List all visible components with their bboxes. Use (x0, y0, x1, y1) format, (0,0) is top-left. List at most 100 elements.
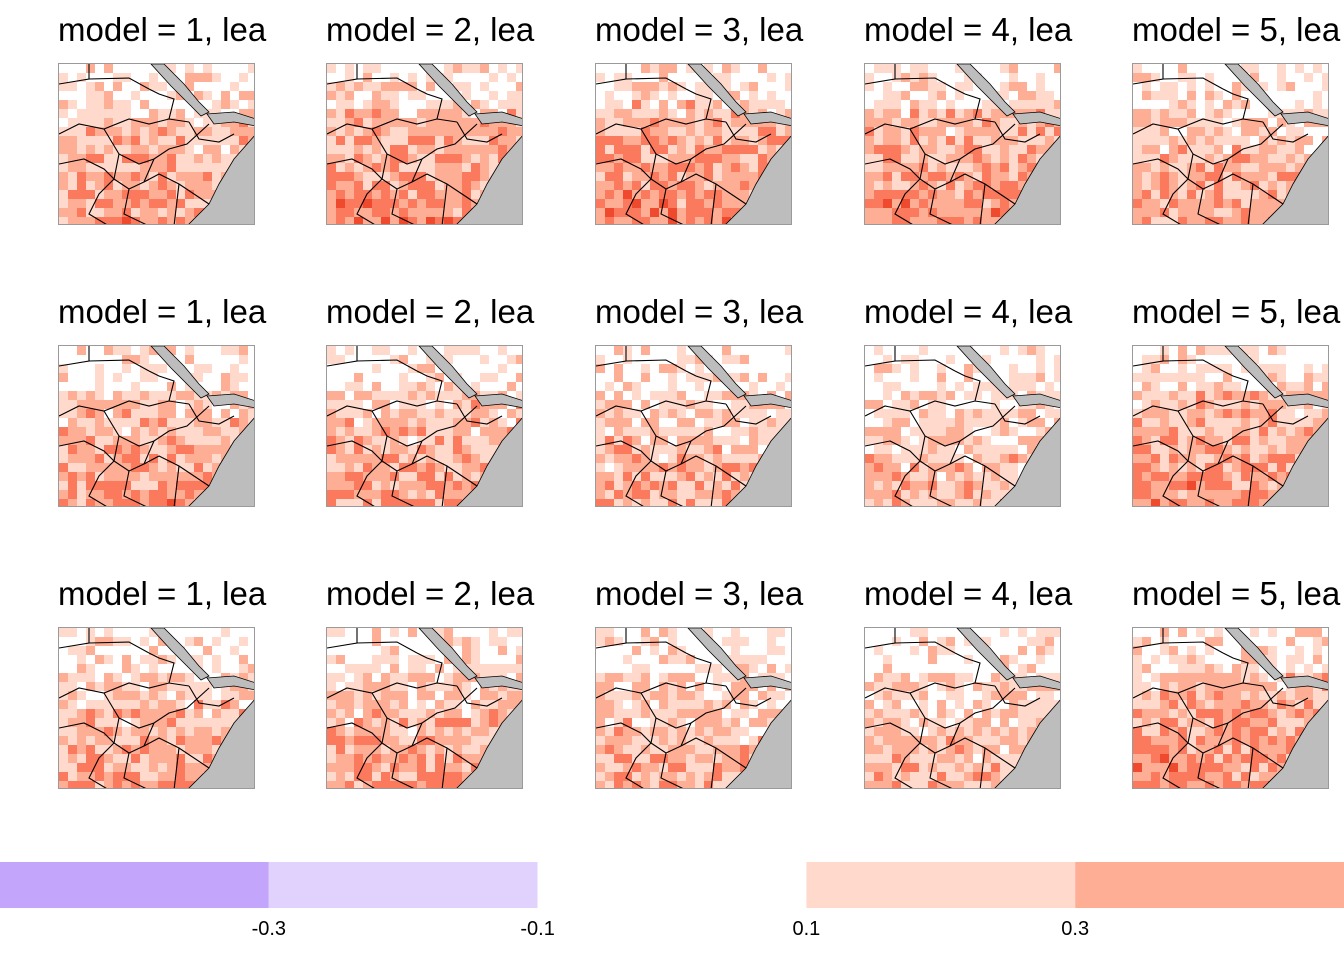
map-cell (390, 499, 400, 506)
map-cell (462, 745, 472, 755)
map-cell (68, 73, 78, 83)
map-cell (901, 454, 911, 464)
map-cell (327, 145, 337, 155)
map-cell (122, 208, 132, 218)
map-cell (203, 727, 213, 737)
map-cell (1151, 409, 1161, 419)
country-border (596, 158, 652, 180)
map-cell (140, 355, 150, 365)
map-cell (1232, 199, 1242, 209)
map-cell (1036, 427, 1046, 437)
map-cell (185, 445, 195, 455)
map-cell (883, 199, 893, 209)
map-cell (1214, 436, 1224, 446)
map-cell (1205, 217, 1215, 224)
map-cell (865, 400, 875, 410)
map-cell (372, 763, 382, 773)
map-cell (892, 481, 902, 491)
country-border (1217, 455, 1284, 487)
map-cell (417, 763, 427, 773)
map-cell (1178, 400, 1188, 410)
map-cell (955, 91, 965, 101)
map-cell (641, 628, 651, 638)
map-cell (95, 154, 105, 164)
map-cell (713, 400, 723, 410)
map-panel (864, 345, 1061, 507)
map-cell (641, 91, 651, 101)
map-cell (140, 427, 150, 437)
map-cell (1160, 418, 1170, 428)
map-cell (516, 655, 522, 665)
map-cell (363, 628, 373, 638)
map-cell (865, 163, 875, 173)
map-cell (149, 481, 159, 491)
map-cell (1295, 64, 1305, 74)
map-cell (444, 691, 454, 701)
map-cell (140, 64, 150, 74)
map-cell (1205, 382, 1215, 392)
map-cell (1241, 190, 1251, 200)
map-cell (77, 217, 87, 224)
map-cell (740, 172, 750, 182)
map-cell (1232, 463, 1242, 473)
country-border (441, 747, 448, 788)
map-cell (919, 190, 929, 200)
map-cell (982, 64, 992, 74)
map-cell (749, 628, 759, 638)
map-cell (489, 100, 499, 110)
map-cell (104, 199, 114, 209)
map-cell (964, 472, 974, 482)
map-cell (480, 145, 490, 155)
map-cell (1259, 73, 1269, 83)
map-cell (444, 64, 454, 74)
map-cell (991, 472, 1001, 482)
map-cell (86, 673, 96, 683)
map-cell (498, 628, 508, 638)
map-cell (937, 346, 947, 356)
map-cell (345, 682, 355, 692)
map-cell (623, 163, 633, 173)
map-cell (883, 91, 893, 101)
map-cell (865, 145, 875, 155)
map-cell (185, 763, 195, 773)
map-cell (901, 181, 911, 191)
map-cell (650, 217, 660, 224)
map-cell (113, 100, 123, 110)
map-cell (194, 700, 204, 710)
map-cell (910, 445, 920, 455)
map-cell (203, 190, 213, 200)
map-cell (901, 136, 911, 146)
map-cell (140, 109, 150, 119)
map-cell (498, 355, 508, 365)
map-cell (964, 208, 974, 218)
map-cell (345, 91, 355, 101)
map-cell (390, 691, 400, 701)
map-cell (605, 208, 615, 218)
map-cell (668, 472, 678, 482)
map-cell (471, 664, 481, 674)
map-cell (731, 418, 741, 428)
map-cell (1313, 355, 1323, 365)
map-cell (435, 754, 445, 764)
map-cell (149, 364, 159, 374)
map-cell (1223, 472, 1233, 482)
map-cell (516, 91, 522, 101)
map-cell (113, 400, 123, 410)
map-cell (453, 208, 463, 218)
map-cell (489, 664, 499, 674)
map-cell (372, 691, 382, 701)
map-cell (149, 73, 159, 83)
map-cell (399, 217, 409, 224)
map-cell (713, 163, 723, 173)
map-cell (731, 472, 741, 482)
map-cell (345, 136, 355, 146)
map-cell (892, 127, 902, 137)
map-cell (426, 163, 436, 173)
map-cell (354, 217, 364, 224)
map-cell (1187, 217, 1197, 224)
country-border (660, 188, 684, 224)
map-cell (230, 127, 240, 137)
map-cell (140, 499, 150, 506)
map-cell (883, 163, 893, 173)
map-cell (1178, 373, 1188, 383)
